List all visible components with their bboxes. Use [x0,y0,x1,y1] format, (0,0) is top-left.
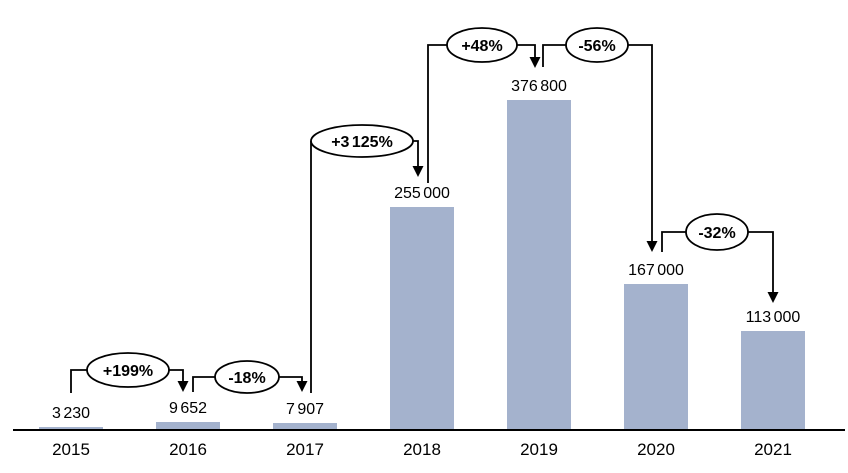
annotation-label-5: -32% [698,225,735,242]
x-axis-label-2021: 2021 [754,440,792,459]
bar-2017 [273,423,337,430]
x-axis-line [13,429,845,431]
annotation-label-0: +199% [103,363,153,380]
annotation-ellipse-2 [310,124,414,158]
value-label-2016: 9 652 [168,400,208,417]
annotation-label-3: +48% [461,38,502,55]
connector-line-4 [542,44,653,242]
bar-2018 [390,207,454,430]
arrowhead-icon [412,166,424,177]
connector-line-3 [427,44,536,183]
value-label-2019: 376 800 [511,78,567,95]
arrowhead-icon [296,381,308,392]
arrowhead-icon [767,292,779,303]
x-axis-label-2018: 2018 [403,440,441,459]
connector-line-1 [192,376,303,392]
arrowhead-icon [529,57,541,68]
annotation-ellipse-0 [86,352,170,388]
x-axis-label-2016: 2016 [169,440,207,459]
x-axis-label-2017: 2017 [286,440,324,459]
annotation-label-1: -18% [228,370,265,387]
x-axis-label-2015: 2015 [52,440,90,459]
bar-2020 [624,284,688,430]
value-label-2018: 255 000 [394,185,450,202]
bar-2021 [741,331,805,430]
bar-2019 [507,100,571,430]
annotation-label-4: -56% [578,38,615,55]
value-label-2020: 167 000 [628,262,684,279]
arrowhead-icon [177,381,189,392]
arrowhead-icon [646,241,658,252]
annotation-ellipse-3 [446,27,518,63]
annotation-ellipse-1 [214,360,280,394]
connector-line-2 [310,140,419,393]
x-axis-label-2020: 2020 [637,440,675,459]
annotation-ellipse-4 [565,27,629,63]
connector-line-0 [70,369,184,393]
value-label-2021: 113 000 [745,309,801,326]
annotation-label-2: +3 125% [331,134,393,151]
value-label-2015: 3 230 [51,405,91,422]
bar-2015 [39,427,103,430]
x-axis-label-2019: 2019 [520,440,558,459]
annotation-ellipse-5 [685,213,749,251]
bar-2016 [156,422,220,430]
value-label-2017: 7 907 [285,401,325,418]
connector-line-5 [661,231,774,293]
